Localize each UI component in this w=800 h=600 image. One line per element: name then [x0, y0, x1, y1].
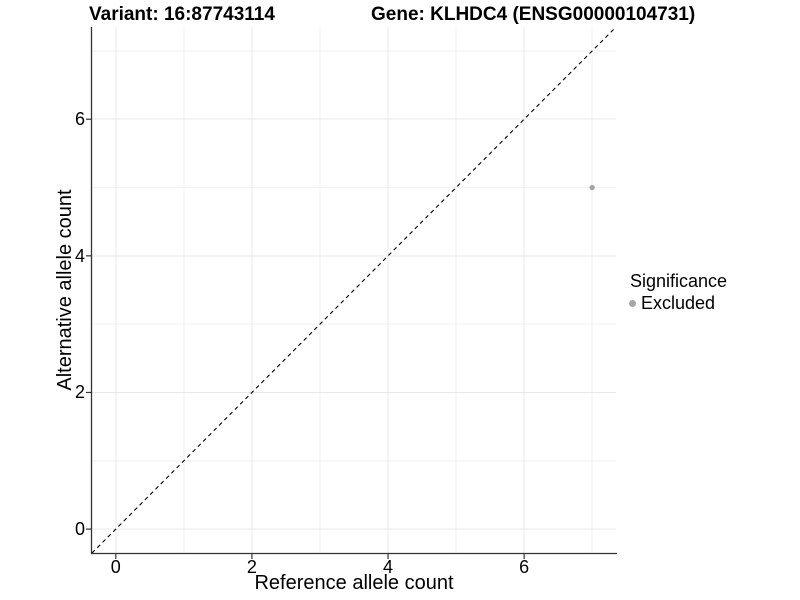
x-tick-label: 2 — [246, 557, 257, 577]
legend-title: Significance — [630, 271, 728, 291]
x-tick-label: 4 — [383, 557, 394, 577]
legend-item-label: Excluded — [641, 293, 716, 313]
legend-item: Excluded — [626, 293, 727, 313]
x-tick-label: 6 — [519, 557, 530, 577]
x-tick-label: 0 — [110, 557, 121, 577]
legend: Significance Excluded — [626, 271, 727, 313]
y-tick-label: 2 — [74, 382, 85, 403]
data-point — [589, 184, 595, 191]
plot-title-variant: Variant: 16:87743114 — [89, 4, 275, 25]
identity-dashed-line — [91, 26, 617, 554]
y-tick-label: 0 — [74, 519, 85, 540]
y-tick-label: 6 — [74, 109, 85, 130]
legend-key — [626, 300, 639, 307]
legend-point-icon — [629, 300, 636, 307]
x-axis-title: Reference allele count — [254, 572, 454, 594]
y-tick-label: 4 — [74, 245, 85, 266]
plot-title-gene: Gene: KLHDC4 (ENSG00000104731) — [371, 4, 696, 25]
legend-items: Excluded — [626, 293, 727, 313]
